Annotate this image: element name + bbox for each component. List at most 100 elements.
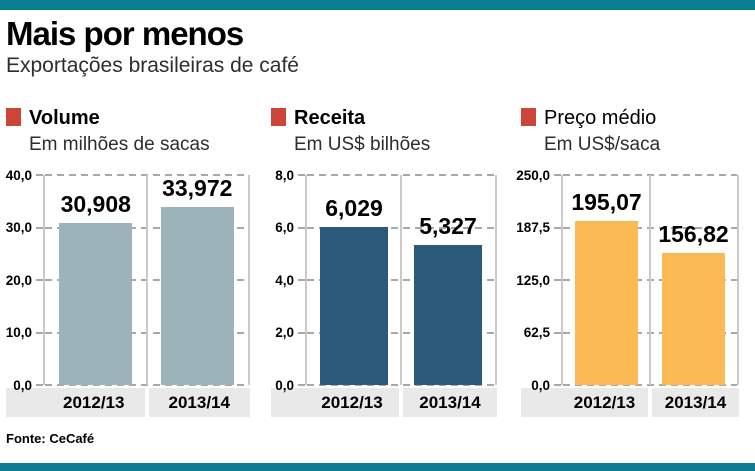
y-tick-mark <box>36 174 43 176</box>
bar-2013/14 <box>662 253 725 385</box>
y-tick-label: 8,0 <box>275 167 294 183</box>
chart-receita-plot: 6,029 5,327 <box>305 174 497 386</box>
bar-value-label: 6,029 <box>325 194 383 221</box>
chart-volume-plot-area: 40,0 30,0 20,0 10,0 0,0 30,908 33,972 <box>0 168 255 393</box>
chart-volume-unit: Em milhões de sacas <box>29 134 210 155</box>
x-axis-label: 2013/14 <box>652 388 739 417</box>
chart-receita-x-axis: 2012/13 2013/14 <box>271 388 505 417</box>
bar-value-label: 195,07 <box>571 189 642 216</box>
bar-2013/14 <box>414 245 482 385</box>
chart-preco-medio-title: Preço médio <box>544 107 657 129</box>
x-axis-label: 2012/13 <box>6 388 145 417</box>
chart-receita-y-axis: 8,0 6,0 4,0 2,0 0,0 <box>271 168 305 393</box>
y-tick: 0,0 <box>531 376 561 394</box>
y-tick-mark <box>554 384 561 386</box>
y-tick: 0,0 <box>275 376 305 394</box>
y-tick: 20,0 <box>6 271 43 289</box>
y-tick: 10,0 <box>6 324 43 342</box>
chart-receita-plot-area: 8,0 6,0 4,0 2,0 0,0 6,029 5,327 <box>255 168 505 393</box>
gridline <box>45 384 248 386</box>
y-tick-mark <box>298 226 305 229</box>
gridline <box>563 384 737 386</box>
charts-row: Volume Em milhões de sacas 40,0 30,0 20,0 1… <box>0 106 755 417</box>
chart-volume-plot: 30,908 33,972 <box>43 174 250 386</box>
chart-receita-title: Receita <box>294 107 366 129</box>
header: Mais por menos Exportações brasileiras d… <box>0 0 755 79</box>
chart-preco-medio-x-axis: 2012/13 2013/14 <box>521 388 755 417</box>
chart-receita-unit: Em US$ bilhões <box>294 134 431 155</box>
category-divider <box>145 175 148 385</box>
y-tick-label: 6,0 <box>275 220 294 235</box>
chart-preco-medio-y-axis: 250,0 187,5 125,0 62,5 0,0 <box>516 168 561 393</box>
x-axis-label: 2013/14 <box>403 388 497 417</box>
y-tick: 30,0 <box>6 219 43 237</box>
y-tick-mark <box>36 384 43 386</box>
y-tick: 8,0 <box>275 166 305 184</box>
chart-volume-legend: Volume <box>0 106 255 132</box>
y-tick-label: 0,0 <box>13 377 32 393</box>
bar-value-label: 33,972 <box>162 174 233 201</box>
chart-volume: Volume Em milhões de sacas 40,0 30,0 20,0 1… <box>0 106 255 417</box>
y-tick-label: 250,0 <box>516 167 550 183</box>
y-tick: 0,0 <box>13 376 43 394</box>
x-axis-label: 2013/14 <box>148 388 250 417</box>
bottom-accent-bar <box>0 463 755 471</box>
chart-preco-medio-unit: Em US$/saca <box>544 134 661 155</box>
y-tick-mark <box>36 226 43 229</box>
y-tick-label: 62,5 <box>523 325 550 340</box>
page-subtitle: Exportações brasileiras de café <box>6 54 299 77</box>
chart-volume-y-axis: 40,0 30,0 20,0 10,0 0,0 <box>6 168 43 393</box>
top-accent-bar <box>0 0 755 10</box>
y-tick-mark <box>36 279 43 281</box>
bar-2012/13 <box>320 226 388 385</box>
chart-preco-medio-plot-area: 250,0 187,5 125,0 62,5 0,0 195,07 156,82 <box>505 168 755 393</box>
y-tick-mark <box>554 331 561 334</box>
y-tick-label: 0,0 <box>275 377 294 393</box>
chart-volume-x-axis: 2012/13 2013/14 <box>6 388 255 417</box>
y-tick-label: 187,5 <box>516 220 550 235</box>
gridline <box>307 384 495 386</box>
legend-square-icon <box>6 108 21 126</box>
y-tick-label: 10,0 <box>5 325 32 340</box>
legend-square-icon <box>521 108 536 126</box>
y-tick-label: 2,0 <box>275 325 294 340</box>
y-tick: 2,0 <box>275 324 305 342</box>
y-tick: 125,0 <box>516 271 561 289</box>
y-tick-label: 0,0 <box>531 377 550 393</box>
x-axis-label: 2012/13 <box>521 388 648 417</box>
y-tick-label: 20,0 <box>5 272 32 288</box>
bar-value-label: 156,82 <box>658 221 729 248</box>
chart-preco-medio-legend: Preço médio <box>505 106 755 132</box>
y-tick-mark <box>298 331 305 334</box>
chart-volume-title: Volume <box>29 107 100 129</box>
y-tick-mark <box>554 279 561 281</box>
y-tick-mark <box>298 384 305 386</box>
y-tick-mark <box>298 174 305 176</box>
y-tick-label: 40,0 <box>5 167 32 183</box>
chart-preco-medio-plot: 195,07 156,82 <box>561 174 739 386</box>
bar-2013/14 <box>160 206 234 385</box>
y-tick: 6,0 <box>275 219 305 237</box>
y-tick: 40,0 <box>6 166 43 184</box>
category-divider <box>649 175 651 385</box>
y-tick-label: 30,0 <box>5 220 32 235</box>
y-tick-mark <box>298 279 305 281</box>
y-tick: 250,0 <box>516 166 561 184</box>
source-credit: Fonte: CeCafé <box>6 431 95 446</box>
bar-2012/13 <box>59 222 133 385</box>
y-tick-mark <box>554 174 561 176</box>
y-tick: 187,5 <box>516 219 561 237</box>
legend-square-icon <box>271 108 286 126</box>
page-title: Mais por menos <box>6 15 244 52</box>
y-tick-label: 125,0 <box>516 272 550 288</box>
y-tick: 4,0 <box>275 271 305 289</box>
y-tick-label: 4,0 <box>275 272 294 288</box>
chart-receita: Receita Em US$ bilhões 8,0 6,0 4,0 2,0 0,0 6… <box>255 106 505 417</box>
bar-2012/13 <box>575 221 638 385</box>
y-tick: 62,5 <box>524 324 561 342</box>
category-divider <box>400 175 402 385</box>
x-axis-label: 2012/13 <box>271 388 399 417</box>
y-tick-mark <box>36 331 43 334</box>
bar-value-label: 5,327 <box>419 213 477 240</box>
